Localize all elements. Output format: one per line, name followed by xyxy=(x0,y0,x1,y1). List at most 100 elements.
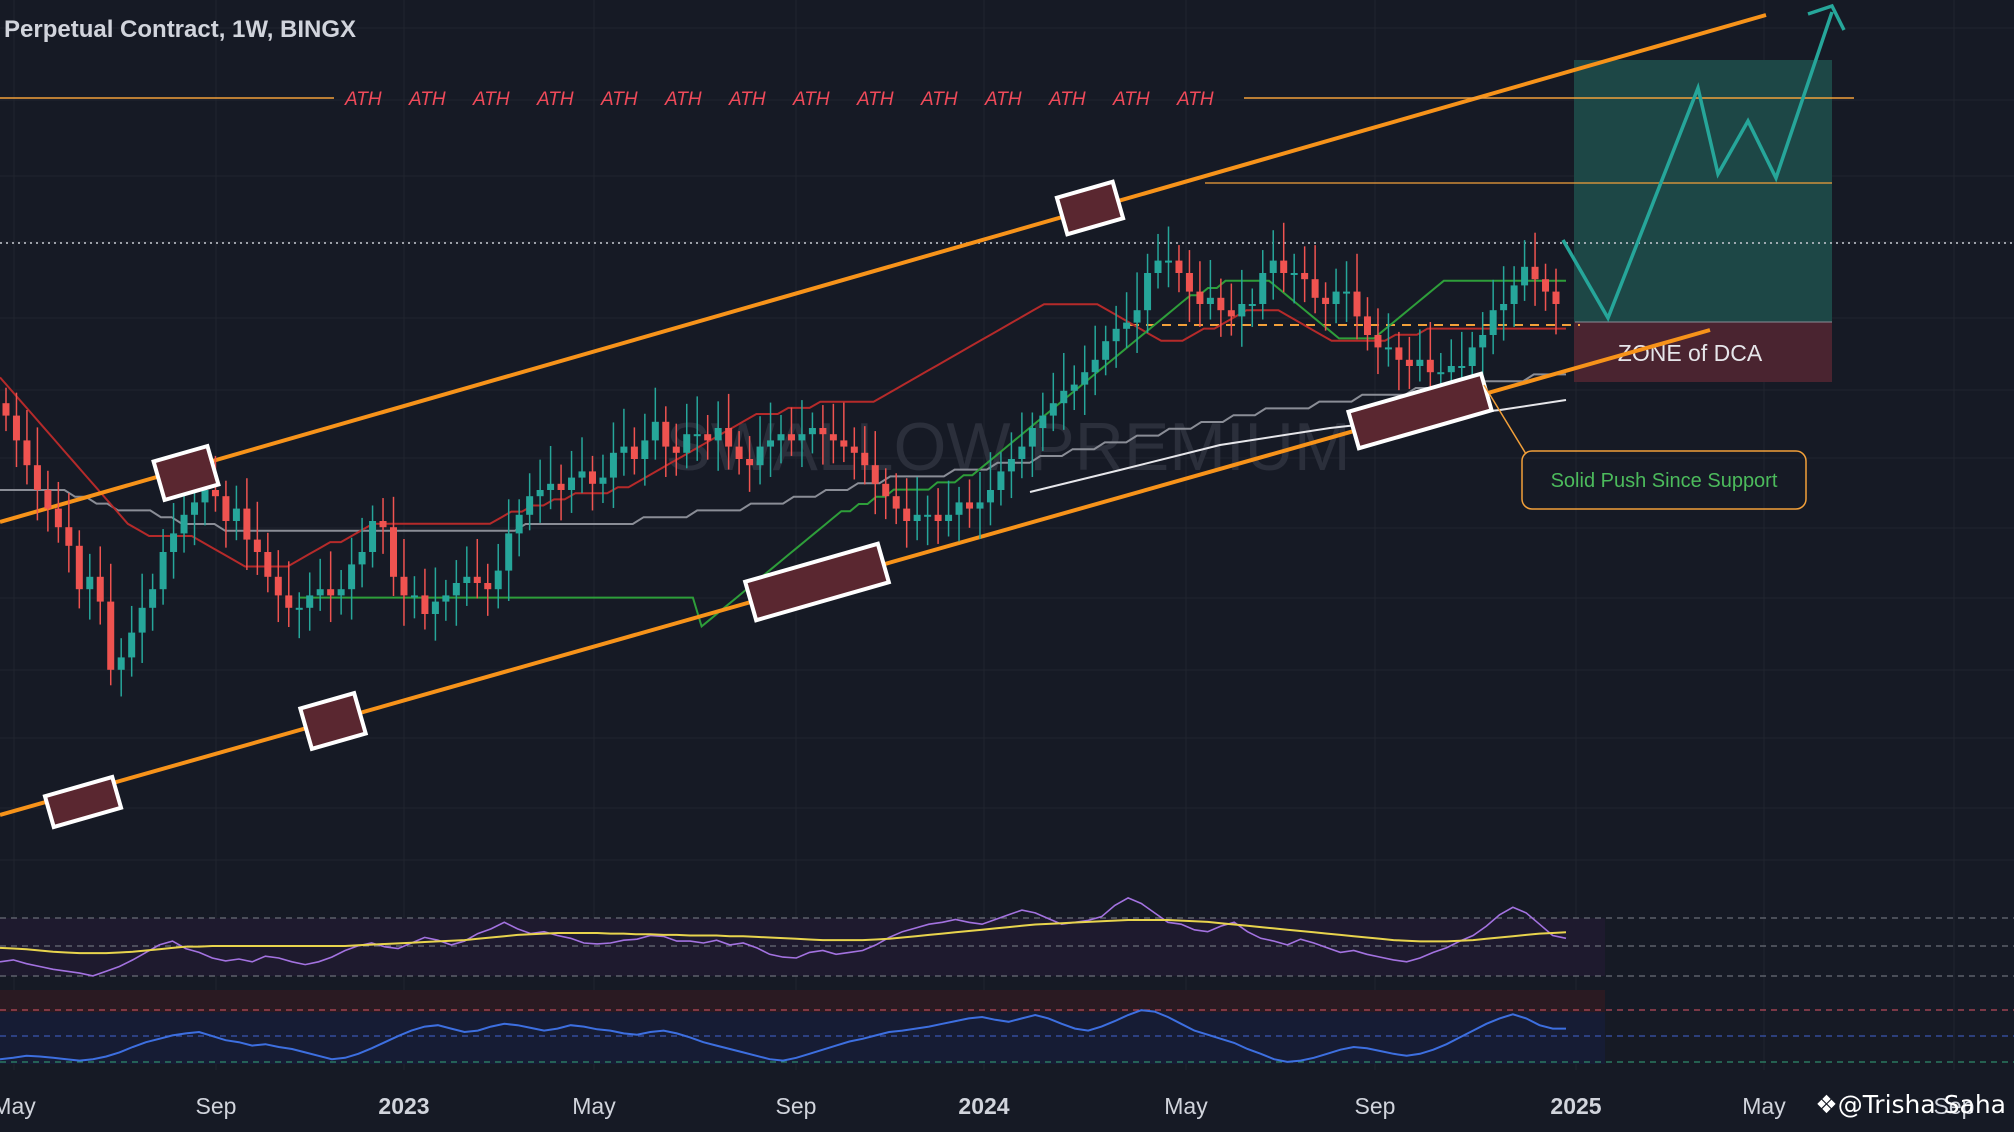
ath-label: ATH xyxy=(1176,89,1214,110)
candle-body xyxy=(892,496,900,509)
candle-body xyxy=(327,589,335,596)
ath-label: ATH xyxy=(1048,89,1086,110)
candle-body xyxy=(505,533,513,571)
candle-body xyxy=(253,539,261,552)
candle-body xyxy=(620,446,628,453)
candle-body xyxy=(861,452,869,466)
candle-body xyxy=(12,415,20,441)
candle-body xyxy=(1238,304,1246,317)
ath-label: ATH xyxy=(664,89,702,110)
candle-body xyxy=(746,459,754,466)
candle-body xyxy=(369,521,377,552)
x-tick-label: May xyxy=(1164,1093,1208,1119)
candle-body xyxy=(1468,347,1476,366)
candle-body xyxy=(976,502,984,509)
candle-body xyxy=(400,576,408,596)
candle-body xyxy=(1290,273,1298,275)
candle-body xyxy=(651,421,659,441)
candle-body xyxy=(442,595,450,602)
candle-body xyxy=(2,403,10,416)
series-rsi_ma xyxy=(0,919,1567,955)
moving-average-lines xyxy=(0,279,1567,629)
ath-lines: ATH ATH ATH ATH ATH ATH ATH ATH ATH ATH ATH ATH ATH A… xyxy=(0,89,1854,110)
callout-box xyxy=(1521,450,1807,510)
touch-box xyxy=(1054,179,1126,237)
candle-body xyxy=(1175,260,1183,273)
series-ma_red xyxy=(0,303,1566,568)
candle-body xyxy=(787,434,795,441)
candle-body xyxy=(641,440,649,459)
ath-label: ATH xyxy=(984,89,1022,110)
x-tick-label: May xyxy=(0,1093,36,1119)
candle-body xyxy=(672,446,680,453)
candle-body xyxy=(683,434,691,453)
candle-body xyxy=(924,514,932,517)
candle-body xyxy=(986,490,994,503)
candle-body xyxy=(1165,260,1172,263)
stoch-upper-band xyxy=(0,990,1605,1012)
author-handle: @Trisha Saha xyxy=(1837,1090,2006,1119)
candle-body xyxy=(840,440,848,447)
candle-body xyxy=(1531,266,1539,280)
series-rsi xyxy=(0,897,1567,977)
candle-body xyxy=(1552,291,1560,304)
candle-body xyxy=(1437,372,1445,375)
candle-body xyxy=(1301,273,1309,280)
candle-body xyxy=(1489,310,1497,335)
series-ma_gray xyxy=(0,373,1566,532)
candle-body xyxy=(54,508,62,528)
oscillators xyxy=(0,897,1567,1063)
candle-body xyxy=(1049,403,1057,416)
candle-body xyxy=(725,428,733,447)
x-tick-label: May xyxy=(572,1093,616,1119)
callout-pointer xyxy=(1483,384,1527,455)
ath-label: ATH xyxy=(600,89,638,110)
candle-body xyxy=(693,434,701,437)
candle-body xyxy=(128,632,136,658)
candle-body xyxy=(1542,279,1550,292)
candle-body xyxy=(33,465,41,490)
candle-body xyxy=(599,477,607,484)
ath-label: ATH xyxy=(472,89,510,110)
candle-body xyxy=(473,576,481,583)
candle-body xyxy=(264,552,272,577)
candle-body xyxy=(1510,285,1518,304)
candle-body xyxy=(756,446,764,466)
candle-body xyxy=(1018,446,1026,459)
candle-body xyxy=(1185,273,1193,292)
candle-body xyxy=(1479,335,1487,348)
ath-label: ATH xyxy=(344,89,382,110)
candle-body xyxy=(1280,260,1288,273)
candle-body xyxy=(117,657,125,670)
candle-body xyxy=(913,514,921,521)
candle-body xyxy=(44,490,52,509)
candle-body xyxy=(1311,279,1319,298)
touch-box xyxy=(151,443,221,503)
candle-body xyxy=(1322,297,1330,304)
touch-box xyxy=(742,541,892,623)
candle-body xyxy=(1070,384,1078,391)
candle-body xyxy=(390,527,397,577)
candle-body xyxy=(1353,291,1361,317)
candle-body xyxy=(1259,273,1267,304)
candle-body xyxy=(1447,366,1455,373)
candle-body xyxy=(1144,273,1152,311)
candle-body xyxy=(211,490,219,497)
candle-body xyxy=(588,471,596,484)
x-tick-label: 2024 xyxy=(958,1093,1009,1119)
candle-body xyxy=(452,583,460,596)
candle-body xyxy=(1269,260,1277,273)
candle-body xyxy=(1521,266,1529,286)
projection-line xyxy=(1561,11,1834,323)
x-tick-label: Sep xyxy=(1355,1093,1396,1119)
candle-body xyxy=(903,508,911,521)
ath-label: ATH xyxy=(792,89,830,110)
candle-body xyxy=(358,552,366,565)
candle-body xyxy=(609,452,617,478)
candle-body xyxy=(1206,297,1214,304)
candle-body xyxy=(1363,316,1371,335)
candle-body xyxy=(295,607,303,610)
candle-body xyxy=(1248,304,1256,306)
candle-body xyxy=(149,589,157,608)
